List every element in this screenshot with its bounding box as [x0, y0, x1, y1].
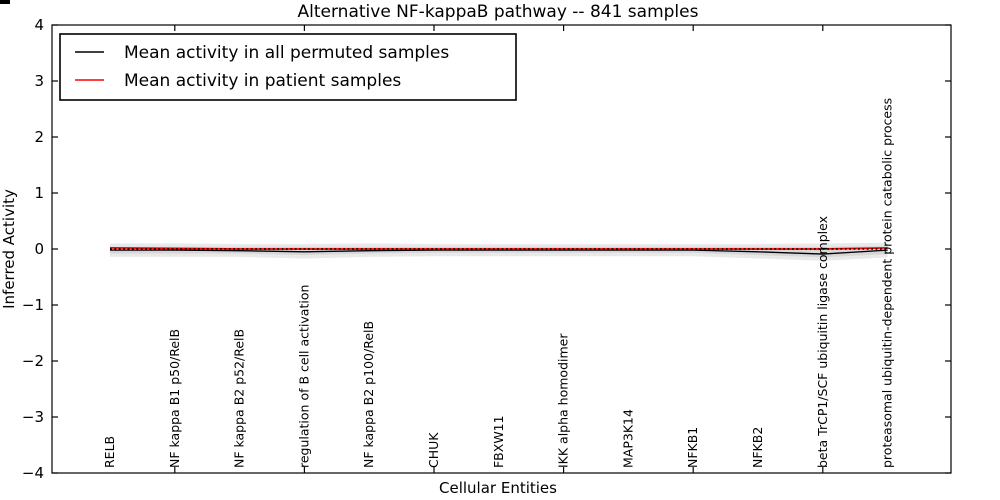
y-tick-label: −2: [22, 352, 44, 370]
category-label: NFKB2: [750, 427, 765, 468]
x-axis-label: Cellular Entities: [439, 479, 557, 497]
y-tick-label: −1: [22, 296, 44, 314]
legend-label-permuted: Mean activity in all permuted samples: [124, 43, 449, 63]
y-tick-label: −4: [22, 464, 44, 482]
category-label: NF kappa B2 p52/RelB: [232, 329, 247, 468]
category-label: MAP3K14: [620, 409, 635, 468]
series-line-permuted: [110, 249, 888, 255]
category-label: NFKB1: [685, 427, 700, 468]
category-label: regulation of B cell activation: [296, 285, 311, 468]
plot-area: 4 3 2 1 0 −1 −2 −3 −4 RELB NF kappa B1 p50/RelB NF …: [22, 16, 952, 482]
corner-artifact: [0, 0, 10, 4]
legend-box: [59, 33, 517, 101]
category-label: IKK alpha homodimer: [556, 333, 571, 468]
y-tick-label: 0: [34, 240, 44, 258]
category-label: FBXW11: [491, 415, 506, 468]
y-tick-label: −3: [22, 408, 44, 426]
category-label: NF kappa B2 p100/RelB: [361, 321, 376, 468]
chart-title: Alternative NF-kappaB pathway -- 841 sam…: [298, 2, 699, 22]
y-tick-label: 4: [34, 16, 44, 34]
category-label: beta TrCP1/SCF ubiquitin ligase complex: [815, 216, 830, 468]
y-tick-label: 3: [34, 72, 44, 90]
category-label: NF kappa B1 p50/RelB: [167, 329, 182, 468]
y-tick-label: 1: [34, 184, 44, 202]
category-label: RELB: [102, 436, 117, 468]
y-tick-label: 2: [34, 128, 44, 146]
legend: Mean activity in all permuted samples Me…: [59, 33, 517, 101]
category-label: CHUK: [426, 432, 441, 468]
category-label: proteasomal ubiquitin-dependent protein …: [880, 98, 895, 468]
legend-label-patient: Mean activity in patient samples: [124, 71, 401, 91]
y-axis-label: Inferred Activity: [0, 189, 18, 309]
